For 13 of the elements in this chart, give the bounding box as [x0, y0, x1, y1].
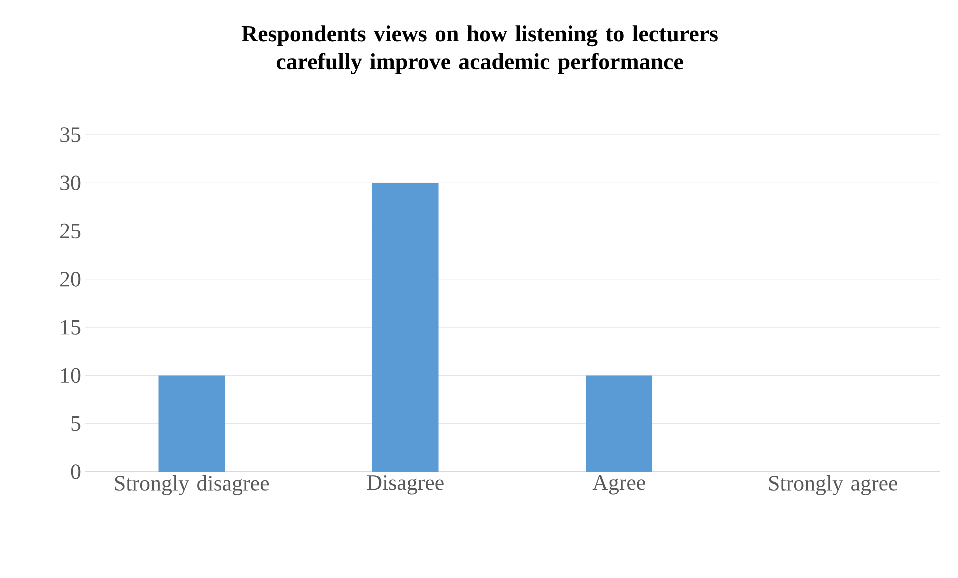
y-tick-label: 15 — [61, 320, 81, 335]
chart-title: Respondents views on how listening to lecturers carefully improve academic performance — [242, 26, 718, 74]
y-tick-label: 0 — [71, 464, 81, 480]
y-tick-label: 35 — [60, 128, 81, 142]
y-tick-label: 20 — [60, 272, 81, 287]
x-tick-label: Strongly disagree — [115, 476, 270, 496]
x-tick-label: Strongly agree — [769, 476, 898, 496]
y-tick-label: 5 — [72, 416, 81, 432]
x-tick-label: Disagree — [367, 476, 444, 495]
y-tick-label: 25 — [60, 224, 81, 239]
x-tick-label: Agree — [592, 476, 646, 495]
y-tick-label: 10 — [61, 368, 81, 384]
y-tick-label: 30 — [60, 176, 81, 191]
